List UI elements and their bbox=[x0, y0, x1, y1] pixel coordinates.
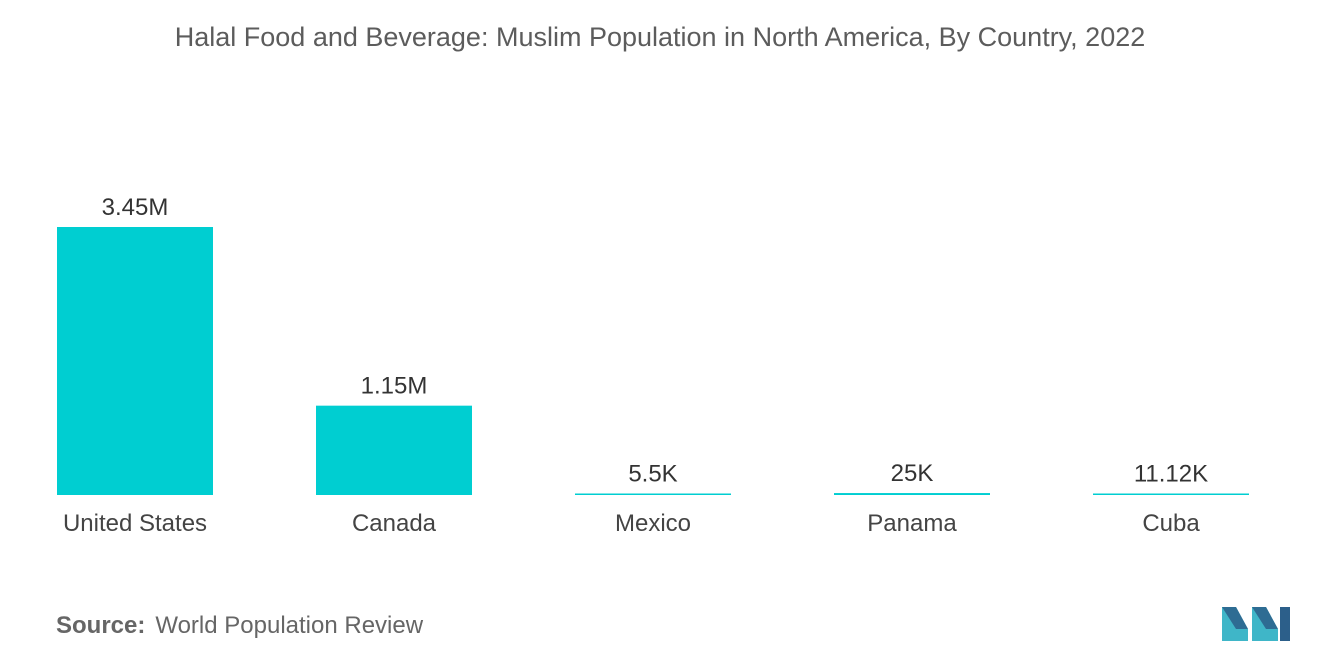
data-label: 1.15M bbox=[361, 373, 428, 400]
source-text: World Population Review bbox=[155, 612, 424, 639]
data-label: 11.12K bbox=[1134, 461, 1208, 488]
bars-group bbox=[57, 227, 1249, 495]
data-labels-group: 3.45M 1.15M 5.5K 25K 11.12K bbox=[102, 194, 1209, 488]
bar-united-states bbox=[57, 227, 213, 495]
bar-cuba bbox=[1093, 493, 1249, 495]
source-note: Source: World Population Review bbox=[56, 612, 423, 640]
bar-panama bbox=[834, 493, 990, 495]
bar-canada bbox=[316, 405, 472, 495]
category-label: Canada bbox=[352, 510, 437, 537]
data-label: 25K bbox=[891, 460, 934, 487]
data-label: 5.5K bbox=[628, 461, 677, 488]
chart-title: Halal Food and Beverage: Muslim Populati… bbox=[174, 22, 1146, 52]
category-label: Panama bbox=[867, 510, 957, 537]
mordor-intelligence-logo-icon bbox=[1222, 607, 1290, 641]
category-label: United States bbox=[63, 510, 207, 537]
category-label: Cuba bbox=[1142, 510, 1200, 537]
category-label: Mexico bbox=[615, 510, 691, 537]
bar-chart: 3.45M 1.15M 5.5K 25K 11.12K United States Can… bbox=[57, 194, 1249, 537]
data-label: 3.45M bbox=[102, 194, 169, 221]
category-labels-group: United States Canada Mexico Panama Cuba bbox=[63, 510, 1200, 537]
source-prefix: Source: bbox=[56, 612, 146, 639]
bar-mexico bbox=[575, 493, 731, 495]
